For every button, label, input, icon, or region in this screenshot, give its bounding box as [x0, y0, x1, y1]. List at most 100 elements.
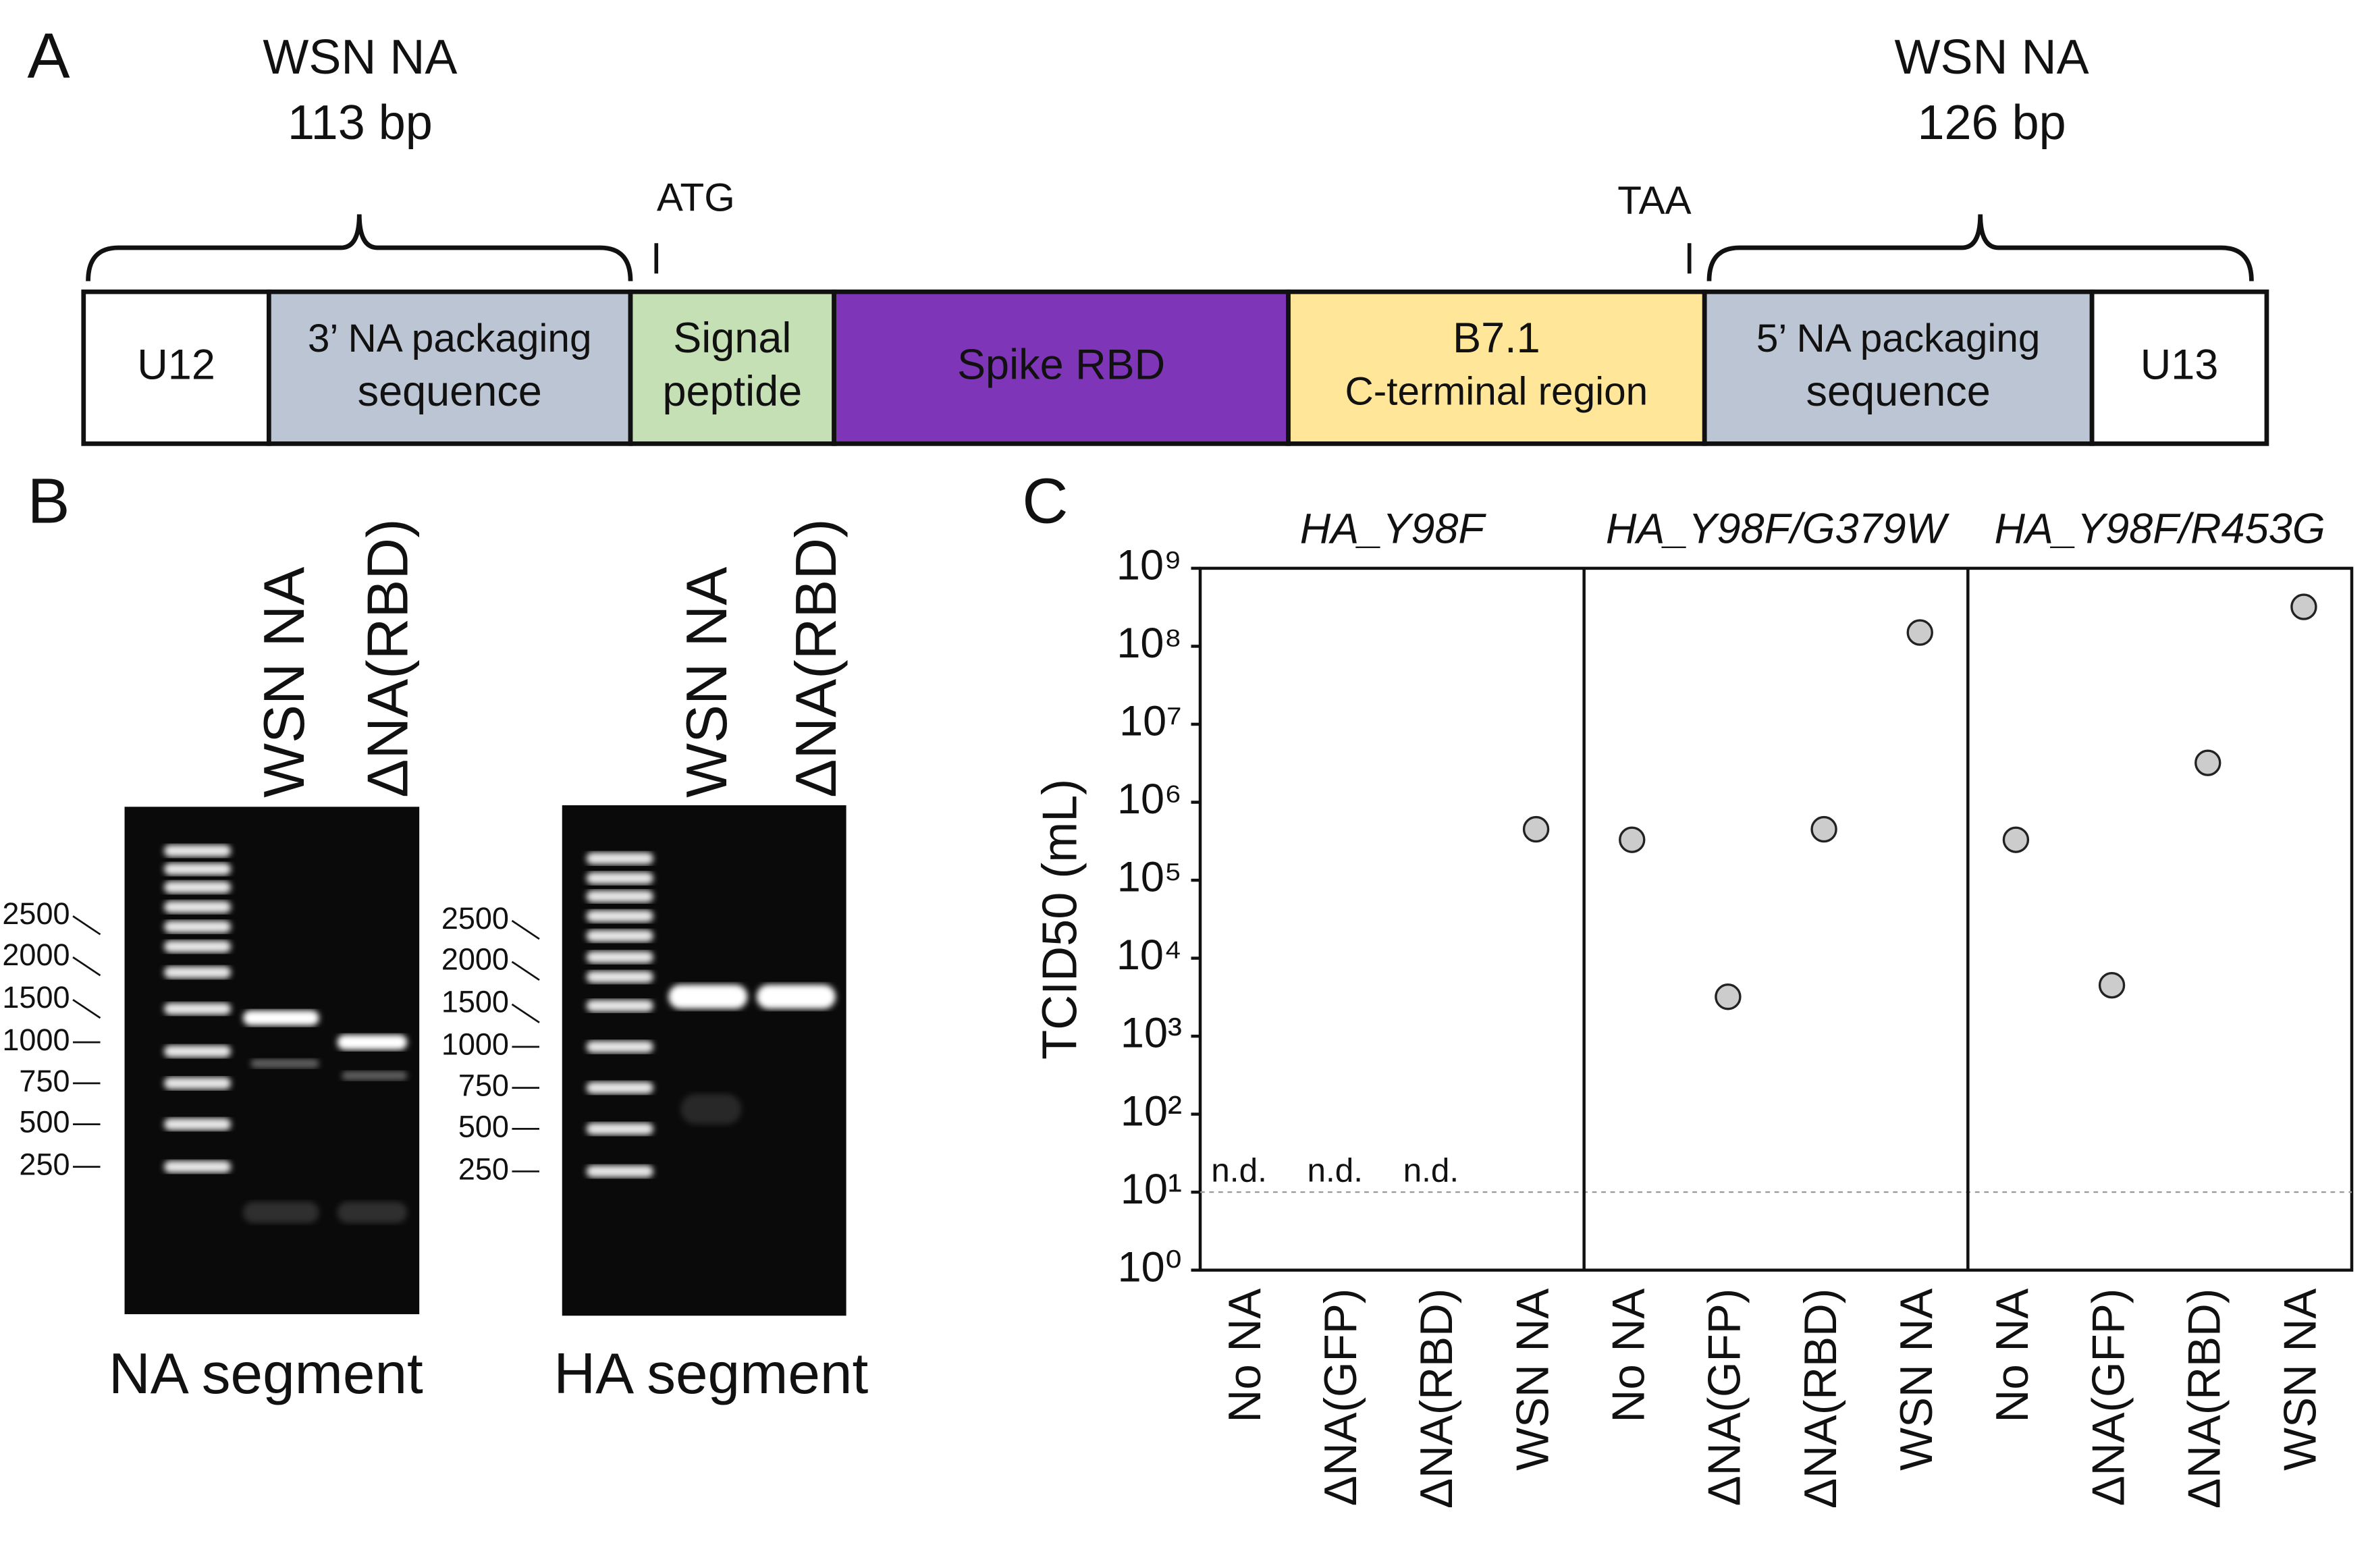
- ladder-band: [586, 951, 653, 964]
- lane-label: WSN NA: [675, 567, 739, 798]
- facet-title: HA_Y98F: [1300, 506, 1487, 553]
- ladder-label: 250: [458, 1152, 509, 1186]
- plot-frame: [1198, 566, 2354, 1272]
- value-label: n.d.: [1211, 1152, 1267, 1189]
- ladder-band: [164, 1045, 232, 1058]
- ladder-pointer: [72, 998, 101, 1019]
- ladder-band: [164, 1118, 232, 1131]
- value-label: n.d.: [1403, 1152, 1459, 1189]
- brace: [1706, 214, 2254, 281]
- ladder-label: 500: [458, 1109, 509, 1143]
- ladder-band: [164, 966, 232, 979]
- panel-label: A: [27, 20, 70, 92]
- ladder-band: [586, 971, 653, 983]
- gel-band: [337, 1201, 408, 1223]
- brace-label: WSN NA: [1895, 30, 2089, 84]
- x-tick-label: WSN NA: [1507, 1289, 1558, 1471]
- ladder-label: 1000: [2, 1023, 70, 1057]
- lane-label: WSN NA: [252, 567, 317, 798]
- y-tick-label: 10⁷: [1119, 698, 1182, 745]
- y-tick-label: 10⁰: [1118, 1243, 1182, 1291]
- ladder-label: 2500: [2, 896, 70, 931]
- x-tick-label: No NA: [1220, 1289, 1270, 1423]
- x-tick-label: ΔNA(RBD): [1796, 1289, 1846, 1509]
- ladder-band: [586, 1040, 653, 1053]
- facet-title: HA_Y98F/R453G: [1995, 506, 2325, 553]
- y-tick-label: 10⁴: [1116, 931, 1182, 979]
- ladder-label: 1500: [441, 985, 509, 1019]
- point: [1810, 815, 1837, 843]
- gel-band: [668, 984, 748, 1009]
- y-tick-label: 10³: [1121, 1010, 1182, 1057]
- ladder-band: [164, 940, 232, 953]
- brace-label: WSN NA: [263, 30, 457, 84]
- y-tick-label: 10⁸: [1116, 620, 1182, 667]
- y-tick-label: 10⁵: [1117, 854, 1182, 901]
- ladder-label: 750: [458, 1069, 509, 1103]
- point: [2194, 749, 2221, 776]
- segment: [266, 289, 633, 446]
- facet-title: HA_Y98F/G379W: [1606, 506, 1950, 553]
- segment-label: C-terminal region: [1345, 370, 1648, 414]
- ladder-label: 2500: [441, 901, 509, 936]
- gel-caption: HA segment: [554, 1342, 868, 1406]
- ladder-pointer: [511, 1003, 540, 1023]
- segment-label: Signal: [673, 315, 791, 362]
- gel-band: [337, 1034, 408, 1050]
- gel-caption: NA segment: [109, 1342, 423, 1406]
- ladder-label: 1500: [2, 980, 70, 1015]
- ladder-label: 1000: [441, 1027, 509, 1062]
- point: [2098, 971, 2126, 999]
- lane-label: ΔNA(RBD): [784, 518, 849, 797]
- ladder-band: [164, 863, 232, 875]
- point: [1619, 826, 1646, 853]
- x-tick-label: No NA: [1604, 1289, 1654, 1423]
- ladder-band: [586, 872, 653, 885]
- gel-band: [250, 1058, 319, 1069]
- ladder-band: [164, 1160, 232, 1173]
- gel-band: [342, 1071, 408, 1081]
- y-tick-label: 10⁹: [1116, 542, 1182, 589]
- ladder-band: [164, 900, 232, 913]
- ladder-band: [586, 929, 653, 942]
- segment-label: U13: [2140, 341, 2219, 388]
- ladder-band: [586, 1123, 653, 1135]
- x-tick-label: ΔNA(RBD): [1411, 1289, 1462, 1509]
- value-label: n.d.: [1307, 1152, 1363, 1189]
- brace-label: 126 bp: [1917, 96, 2066, 150]
- y-tick-label: 10²: [1121, 1087, 1182, 1135]
- ladder-label: 750: [19, 1064, 70, 1098]
- ladder-band: [164, 1077, 232, 1089]
- brace: [86, 214, 633, 281]
- ladder-pointer: [72, 915, 101, 936]
- gel-band: [680, 1093, 742, 1125]
- ladder-band: [586, 890, 653, 903]
- brace-label: 113 bp: [288, 96, 433, 150]
- x-tick-label: ΔNA(GFP): [1700, 1289, 1750, 1507]
- segment-label: 3’ NA packaging: [308, 317, 592, 360]
- gel-band: [756, 984, 836, 1009]
- point: [2002, 826, 2030, 853]
- ladder-band: [164, 881, 232, 894]
- ladder-band: [586, 1000, 653, 1012]
- segment: [1286, 289, 1707, 446]
- ladder-band: [586, 1081, 653, 1094]
- ladder-pointer: [511, 961, 540, 981]
- ladder-label: 2000: [441, 942, 509, 977]
- ladder-pointer: [72, 956, 101, 977]
- codon-label: TAA: [1617, 179, 1691, 223]
- segment: [2089, 289, 2269, 446]
- segment-label: sequence: [1806, 368, 1991, 415]
- segment-label: 5’ NA packaging: [1756, 317, 2041, 360]
- gel-band: [243, 1201, 319, 1223]
- point: [2290, 593, 2317, 620]
- ladder-band: [586, 910, 653, 923]
- y-axis-label: TCID50 (mL): [1033, 779, 1087, 1060]
- point: [1715, 983, 1742, 1010]
- segment-label: B7.1: [1453, 315, 1540, 362]
- ladder-band: [164, 921, 232, 934]
- panel-label: B: [27, 466, 70, 537]
- x-tick-label: ΔNA(GFP): [1316, 1289, 1366, 1507]
- panel-label: C: [1022, 466, 1068, 537]
